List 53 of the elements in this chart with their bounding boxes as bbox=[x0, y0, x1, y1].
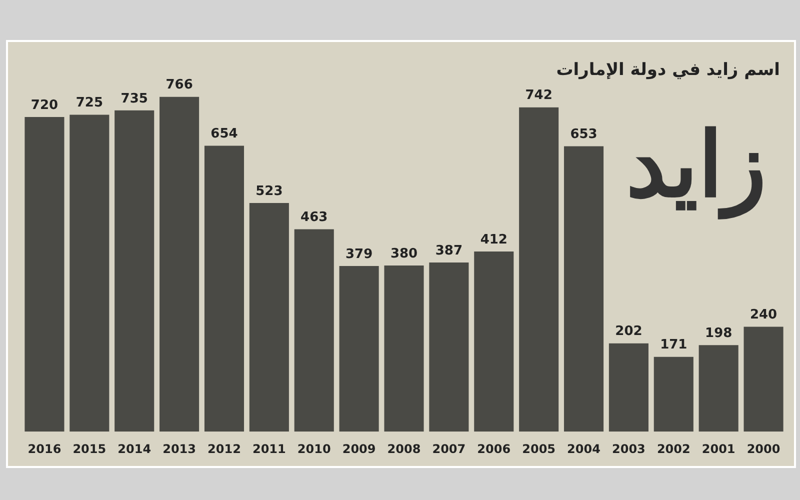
x-tick-label: 2016 bbox=[28, 442, 62, 456]
x-tick-label: 2012 bbox=[208, 442, 241, 456]
data-label: 171 bbox=[660, 338, 688, 353]
bar bbox=[564, 146, 604, 432]
bar bbox=[519, 107, 559, 432]
data-label: 523 bbox=[256, 184, 283, 199]
x-tick-label: 2015 bbox=[72, 442, 106, 456]
x-tick-label: 2005 bbox=[522, 442, 556, 456]
data-label: 653 bbox=[570, 127, 598, 142]
bar bbox=[249, 203, 289, 432]
x-tick-label: 2011 bbox=[252, 442, 286, 456]
x-tick-label: 2014 bbox=[118, 442, 152, 456]
x-tick-label: 2007 bbox=[432, 442, 466, 456]
x-tick-label: 2008 bbox=[387, 442, 421, 456]
data-label: 380 bbox=[390, 246, 418, 262]
x-tick-label: 2003 bbox=[612, 442, 646, 456]
bar bbox=[339, 266, 379, 432]
data-label: 720 bbox=[30, 98, 58, 113]
bar bbox=[160, 96, 200, 432]
x-tick-label: 2000 bbox=[746, 442, 780, 456]
bar bbox=[204, 146, 244, 432]
bar bbox=[608, 343, 648, 432]
x-tick-label: 2001 bbox=[702, 442, 736, 456]
data-label: 202 bbox=[615, 324, 642, 340]
bar bbox=[24, 116, 64, 432]
bar bbox=[114, 110, 154, 432]
bar bbox=[294, 229, 334, 432]
data-label: 240 bbox=[750, 308, 778, 323]
data-label: 412 bbox=[480, 232, 508, 248]
x-tick-label: 2006 bbox=[477, 442, 511, 456]
data-label: 463 bbox=[300, 210, 328, 226]
data-label: 742 bbox=[525, 88, 552, 104]
x-tick-label: 2010 bbox=[297, 442, 331, 456]
bar bbox=[654, 356, 694, 432]
x-tick-label: 2004 bbox=[567, 442, 600, 456]
x-tick-label: 2002 bbox=[656, 442, 690, 456]
data-label: 198 bbox=[705, 326, 732, 341]
data-label: 735 bbox=[120, 91, 148, 106]
annotation: زايد bbox=[626, 112, 766, 218]
bar bbox=[429, 262, 469, 432]
chart-title: اسم زايد في دولة الإمارات bbox=[556, 60, 780, 80]
bar bbox=[698, 345, 738, 432]
bar bbox=[474, 252, 514, 432]
data-label: 725 bbox=[76, 96, 103, 111]
data-label: 379 bbox=[345, 246, 373, 262]
bar bbox=[744, 326, 784, 432]
x-tick-label: 2009 bbox=[342, 442, 376, 456]
bar bbox=[384, 266, 424, 432]
data-label: 387 bbox=[435, 243, 463, 258]
bar bbox=[70, 114, 110, 432]
data-label: 766 bbox=[166, 78, 193, 93]
x-tick-label: 2013 bbox=[162, 442, 196, 456]
data-label: 654 bbox=[210, 126, 238, 142]
